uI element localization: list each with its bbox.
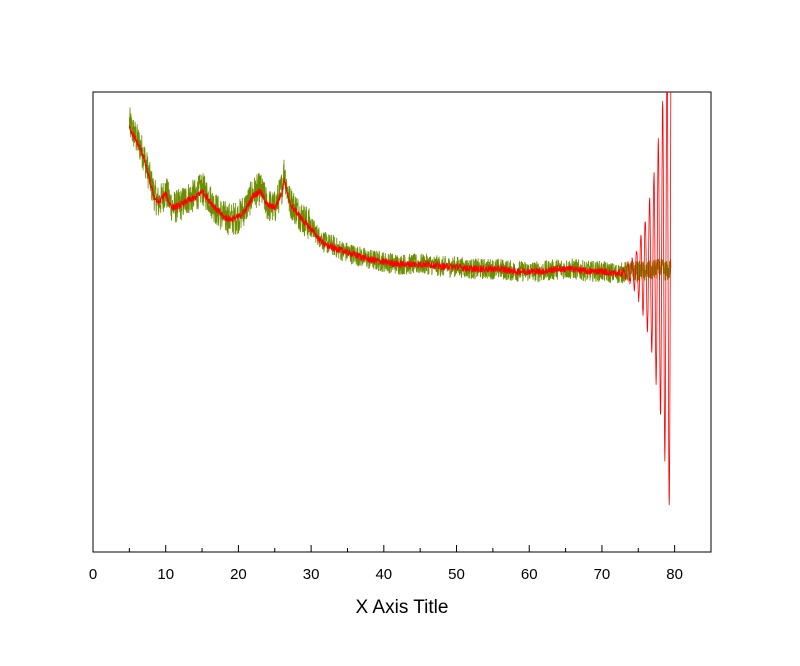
x-tick-label: 70 [594, 566, 611, 583]
x-tick-label: 30 [303, 566, 320, 583]
x-tick-label: 50 [448, 566, 465, 583]
x-tick-label: 0 [89, 566, 97, 583]
series-line-raw [128, 107, 672, 284]
x-tick-label: 20 [230, 566, 247, 583]
series-line-smoothed [128, 92, 672, 506]
x-tick-label: 10 [157, 566, 174, 583]
plot-area-frame [92, 91, 712, 553]
x-tick-label: 40 [375, 566, 392, 583]
x-axis-title: X Axis Title [356, 597, 449, 618]
x-tick-label: 80 [666, 566, 683, 583]
x-tick-label: 60 [521, 566, 538, 583]
